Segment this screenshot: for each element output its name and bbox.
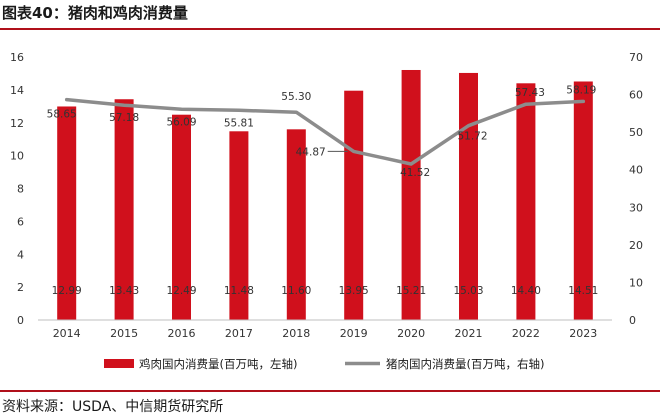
- right-axis-ticks: 0 10 20 30 40 50 60 70: [629, 51, 643, 327]
- right-axis-tick-label: 20: [629, 239, 643, 252]
- bar-data-label: 11.48: [224, 285, 254, 297]
- line-data-label: 55.30: [281, 91, 311, 103]
- left-axis-tick-label: 10: [10, 150, 24, 163]
- x-axis-tick-label: 2016: [168, 327, 196, 340]
- right-axis-tick-label: 10: [629, 276, 643, 289]
- bar-2015: [114, 99, 134, 320]
- left-axis-tick-label: 14: [10, 84, 24, 97]
- x-axis-tick-label: 2022: [512, 327, 540, 340]
- chart-title: 图表40：猪肉和鸡肉消费量: [2, 4, 188, 22]
- bar-data-label: 11.60: [281, 285, 311, 297]
- right-axis-tick-label: 40: [629, 164, 643, 177]
- bar-2020: [401, 69, 421, 320]
- x-axis-tick-label: 2020: [397, 327, 425, 340]
- pork-consumption-line: [64, 97, 586, 166]
- line-data-label: 56.09: [166, 116, 196, 128]
- bar-2023: [573, 81, 593, 320]
- x-axis-tick-label: 2017: [225, 327, 253, 340]
- right-axis-tick-label: 50: [629, 126, 643, 139]
- x-axis-tick-label: 2021: [455, 327, 483, 340]
- legend-line-label: 猪肉国内消费量(百万吨，右轴): [386, 357, 544, 371]
- bar-series: [57, 69, 593, 321]
- line-data-label: 51.72: [457, 131, 487, 143]
- x-axis-tick-label: 2019: [340, 327, 368, 340]
- line-data-labels: 58.65 57.18 56.09 55.81 55.30 44.87 41.52 51.72…: [47, 84, 597, 179]
- line-data-label: 44.87: [296, 146, 326, 158]
- chart-area: 0 2 4 6 8 10 12 14 16 0 10 20 30 40 50 60 70 12.99 13.43…: [10, 51, 643, 371]
- bar-2022: [516, 83, 536, 320]
- bar-2016: [172, 114, 191, 321]
- bar-2018: [286, 129, 306, 320]
- legend: 鸡肉国内消费量(百万吨，左轴) 猪肉国内消费量(百万吨，右轴): [104, 357, 544, 371]
- right-axis-tick-label: 70: [629, 51, 643, 64]
- x-axis-tick-label: 2023: [569, 327, 597, 340]
- left-axis-tick-label: 16: [10, 51, 24, 64]
- right-axis-tick-label: 60: [629, 89, 643, 102]
- left-axis-tick-label: 2: [17, 281, 24, 294]
- bar-data-label: 14.40: [511, 285, 541, 297]
- bar-2017: [229, 131, 249, 320]
- line-data-label: 58.19: [566, 84, 596, 96]
- left-axis-tick-label: 8: [17, 183, 24, 196]
- line-data-label: 41.52: [400, 167, 430, 179]
- source-divider: [0, 390, 660, 392]
- left-axis-tick-label: 4: [17, 248, 24, 261]
- line-data-label: 58.65: [47, 109, 77, 121]
- right-axis-tick-label: 0: [629, 314, 636, 327]
- bar-2021: [459, 72, 478, 321]
- bar-2014: [57, 106, 77, 321]
- line-data-label: 57.43: [515, 87, 545, 99]
- right-axis-tick-label: 30: [629, 201, 643, 214]
- source-note: 资料来源：USDA、中信期货研究所: [2, 399, 224, 415]
- legend-bar-label: 鸡肉国内消费量(百万吨，左轴): [139, 357, 297, 371]
- x-axis-tick-label: 2014: [53, 327, 81, 340]
- bar-data-label: 15.21: [396, 285, 426, 297]
- left-axis-tick-label: 6: [17, 215, 24, 228]
- bar-data-label: 13.43: [109, 285, 139, 297]
- left-axis-tick-label: 0: [17, 314, 24, 327]
- x-axis-tick-label: 2018: [282, 327, 310, 340]
- bar-data-labels: 12.99 13.43 12.49 11.48 11.60 13.95 15.21 15.03…: [52, 285, 599, 297]
- line-data-label: 55.81: [224, 117, 254, 129]
- line-data-label: 57.18: [109, 112, 139, 124]
- title-divider: [0, 28, 660, 30]
- x-axis-ticks: 2014 2015 2016 2017 2018 2019 2020 2021 2022 2023: [53, 327, 598, 340]
- bar-data-label: 13.95: [339, 285, 369, 297]
- left-axis-ticks: 0 2 4 6 8 10 12 14 16: [10, 51, 24, 327]
- legend-bar-swatch: [104, 359, 134, 368]
- bar-data-label: 15.03: [453, 285, 483, 297]
- bar-data-label: 12.49: [166, 285, 196, 297]
- bar-data-label: 12.99: [52, 285, 82, 297]
- left-axis-tick-label: 12: [10, 117, 24, 130]
- x-axis-tick-label: 2015: [110, 327, 138, 340]
- bar-data-label: 14.51: [568, 285, 598, 297]
- line-series: [64, 97, 586, 166]
